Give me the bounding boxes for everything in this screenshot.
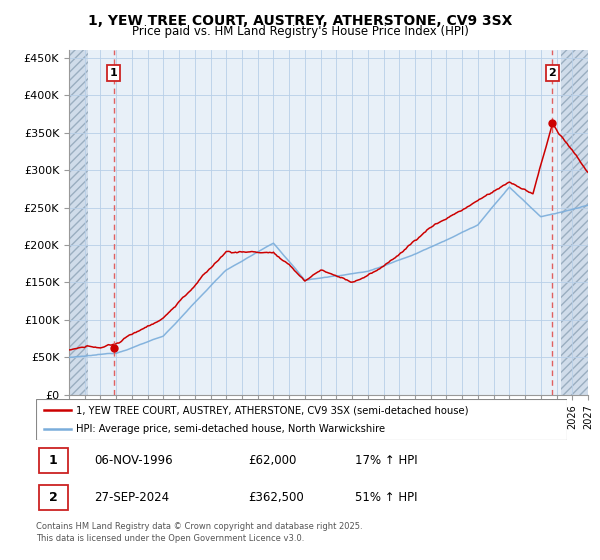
- Text: 1: 1: [110, 68, 118, 78]
- Text: 1: 1: [49, 454, 58, 467]
- Text: HPI: Average price, semi-detached house, North Warwickshire: HPI: Average price, semi-detached house,…: [76, 424, 385, 433]
- Text: 17% ↑ HPI: 17% ↑ HPI: [355, 454, 417, 467]
- Text: 27-SEP-2024: 27-SEP-2024: [94, 491, 170, 504]
- Text: 1, YEW TREE COURT, AUSTREY, ATHERSTONE, CV9 3SX: 1, YEW TREE COURT, AUSTREY, ATHERSTONE, …: [88, 14, 512, 28]
- Text: Contains HM Land Registry data © Crown copyright and database right 2025.
This d: Contains HM Land Registry data © Crown c…: [36, 522, 362, 543]
- Bar: [38, 486, 68, 510]
- Text: 1, YEW TREE COURT, AUSTREY, ATHERSTONE, CV9 3SX (semi-detached house): 1, YEW TREE COURT, AUSTREY, ATHERSTONE, …: [76, 405, 469, 415]
- Text: 51% ↑ HPI: 51% ↑ HPI: [355, 491, 417, 504]
- Text: 2: 2: [49, 491, 58, 504]
- Bar: [38, 449, 68, 473]
- Text: £362,500: £362,500: [248, 491, 304, 504]
- Text: Price paid vs. HM Land Registry's House Price Index (HPI): Price paid vs. HM Land Registry's House …: [131, 25, 469, 38]
- Text: £62,000: £62,000: [248, 454, 297, 467]
- Text: 2: 2: [548, 68, 556, 78]
- Text: 06-NOV-1996: 06-NOV-1996: [94, 454, 173, 467]
